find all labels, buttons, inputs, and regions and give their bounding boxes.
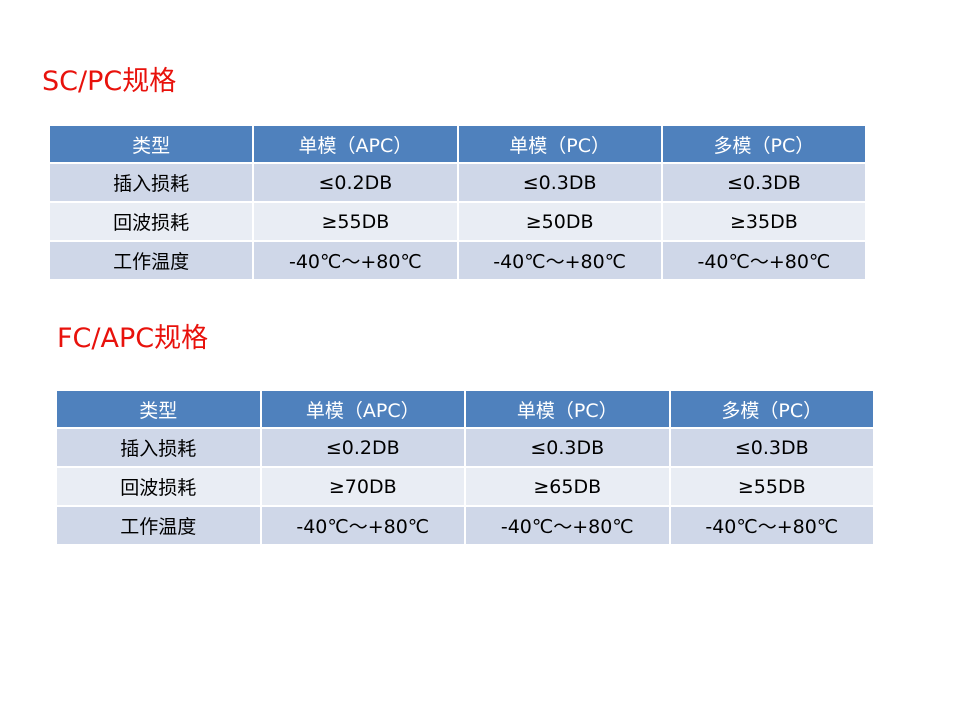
table-cell: -40℃～+80℃ [466,507,669,544]
table-cell: 工作温度 [50,242,253,279]
table-cell: -40℃～+80℃ [261,507,464,544]
table-cell: ≤0.3DB [662,164,865,201]
table-row: 插入损耗 ≤0.2DB ≤0.3DB ≤0.3DB [50,164,865,201]
table-cell: -40℃～+80℃ [458,242,661,279]
table-cell: 插入损耗 [50,164,253,201]
table-row: 插入损耗 ≤0.2DB ≤0.3DB ≤0.3DB [57,429,873,466]
table-row: 回波损耗 ≥55DB ≥50DB ≥35DB [50,203,865,240]
sc-pc-spec-table: 类型 单模（APC） 单模（PC） 多模（PC） 插入损耗 ≤0.2DB ≤0.… [48,124,867,281]
header-cell: 类型 [50,126,253,162]
fc-apc-title: FC/APC规格 [57,323,209,354]
table-cell: 工作温度 [57,507,260,544]
header-row: 类型 单模（APC） 单模（PC） 多模（PC） [57,391,873,427]
table-cell: ≤0.3DB [458,164,661,201]
table-cell: -40℃～+80℃ [662,242,865,279]
header-cell: 单模（PC） [458,126,661,162]
header-cell: 多模（PC） [662,126,865,162]
table-cell: ≤0.2DB [261,429,464,466]
header-cell: 单模（APC） [261,391,464,427]
header-cell: 多模（PC） [670,391,873,427]
table-cell: ≥70DB [261,468,464,505]
header-cell: 单模（APC） [254,126,457,162]
table-row: 工作温度 -40℃～+80℃ -40℃～+80℃ -40℃～+80℃ [50,242,865,279]
table-cell: 回波损耗 [57,468,260,505]
table-row: 工作温度 -40℃～+80℃ -40℃～+80℃ -40℃～+80℃ [57,507,873,544]
table-cell: ≥50DB [458,203,661,240]
header-cell: 类型 [57,391,260,427]
fc-apc-spec-table: 类型 单模（APC） 单模（PC） 多模（PC） 插入损耗 ≤0.2DB ≤0.… [55,389,875,546]
table-cell: ≤0.3DB [670,429,873,466]
header-row: 类型 单模（APC） 单模（PC） 多模（PC） [50,126,865,162]
header-cell: 单模（PC） [466,391,669,427]
table-cell: ≥35DB [662,203,865,240]
table-cell: 插入损耗 [57,429,260,466]
table-cell: -40℃～+80℃ [254,242,457,279]
table-cell: ≥55DB [254,203,457,240]
table-cell: 回波损耗 [50,203,253,240]
table-cell: ≤0.2DB [254,164,457,201]
table-cell: ≥65DB [466,468,669,505]
table-cell: -40℃～+80℃ [670,507,873,544]
table-cell: ≤0.3DB [466,429,669,466]
table-row: 回波损耗 ≥70DB ≥65DB ≥55DB [57,468,873,505]
table-cell: ≥55DB [670,468,873,505]
sc-pc-title: SC/PC规格 [42,66,177,97]
